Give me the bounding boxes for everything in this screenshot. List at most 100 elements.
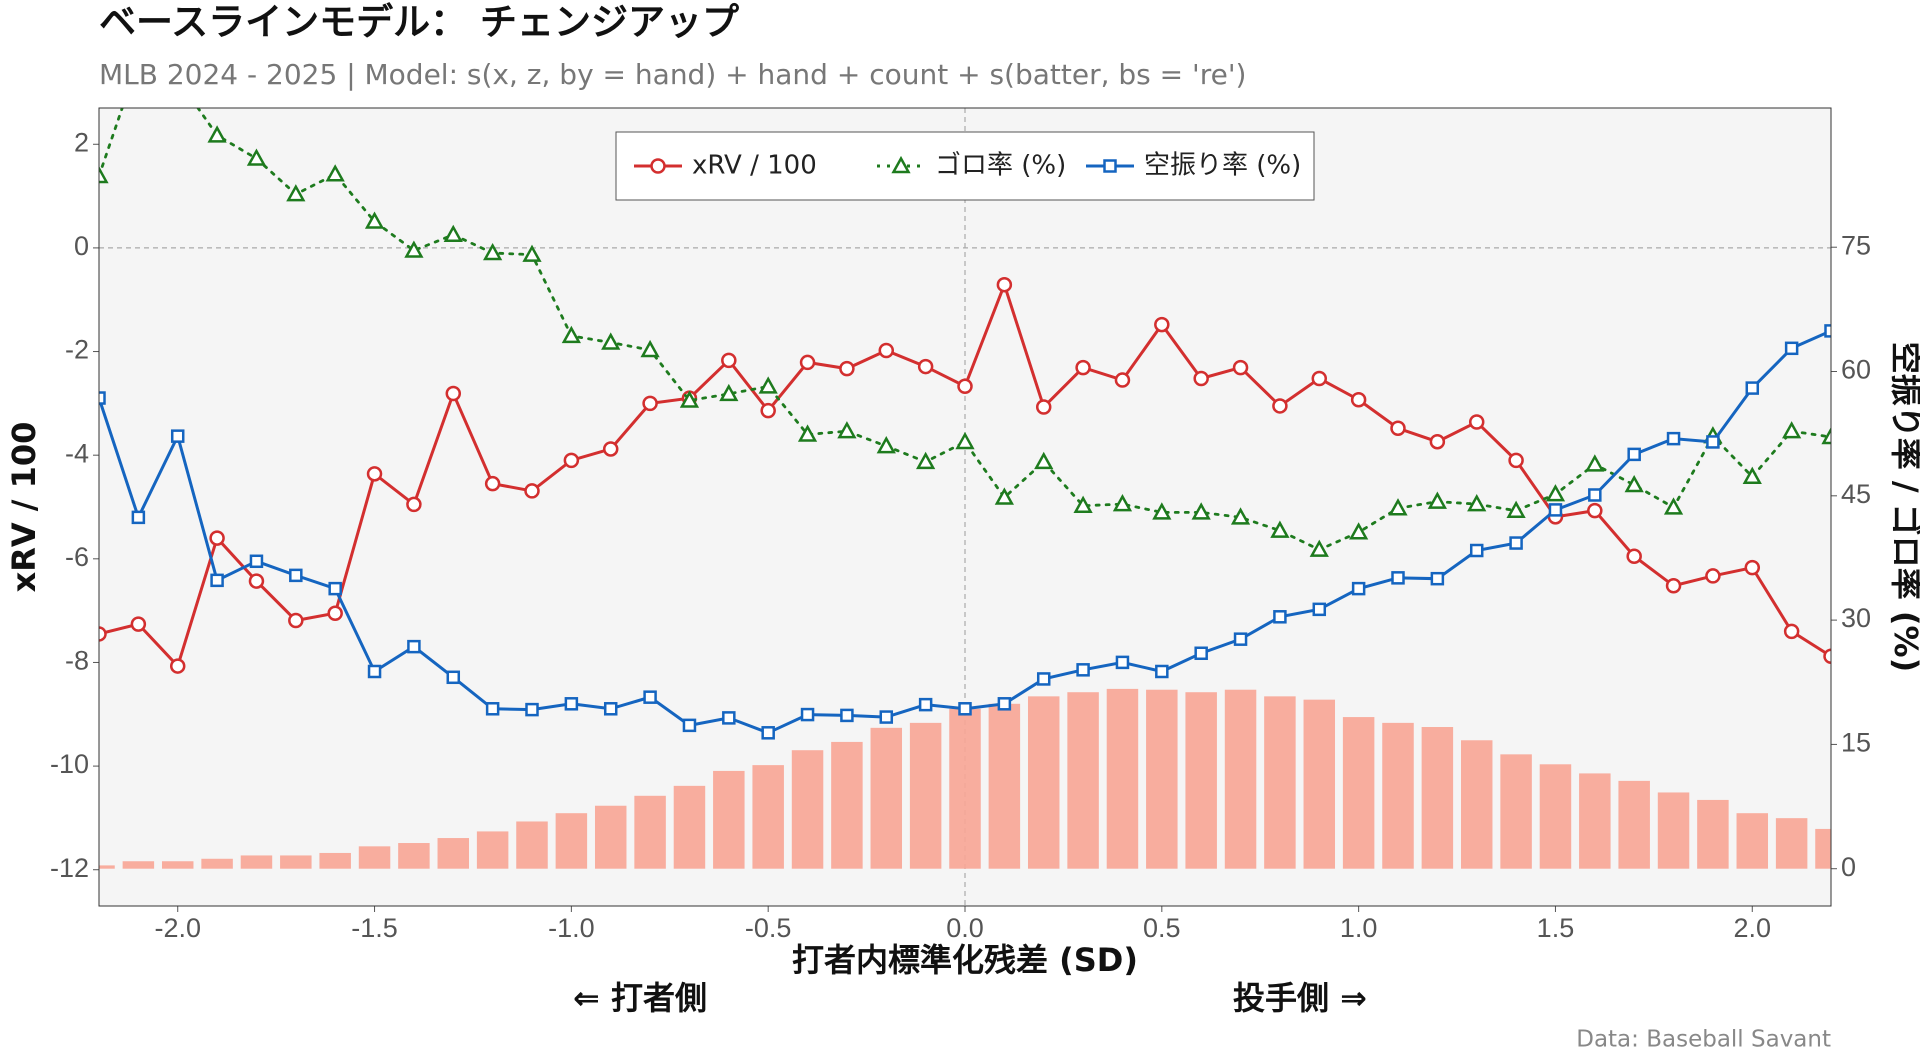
annotation: 投手側 ⇒: [1233, 979, 1367, 1017]
x-tick-label: 0.0: [946, 913, 984, 943]
point: [207, 125, 227, 143]
point: [1624, 474, 1644, 493]
point: [209, 530, 225, 546]
point: [994, 487, 1014, 505]
point: [997, 697, 1012, 711]
bar: [1500, 754, 1532, 869]
y2-tick-label: 60: [1841, 355, 1871, 385]
point: [603, 702, 618, 716]
point: [643, 690, 657, 704]
point: [1430, 571, 1445, 586]
point: [1427, 491, 1447, 509]
legend-label: 空振り率 (%): [1144, 151, 1301, 181]
y-tick-label: -6: [65, 542, 89, 572]
x-tick-label: 1.5: [1537, 913, 1575, 943]
point: [1391, 571, 1405, 585]
y-tick-label: -2: [65, 335, 89, 365]
bar: [1539, 764, 1572, 869]
point: [130, 616, 147, 632]
bar: [516, 821, 548, 869]
point: [1232, 359, 1249, 376]
bar: [1460, 740, 1493, 869]
bar: [1342, 717, 1375, 869]
point: [1506, 500, 1526, 518]
point: [131, 510, 146, 525]
bar: [161, 861, 194, 869]
x-axis-label: 打者内標準化残差 (SD): [792, 941, 1138, 979]
bar: [870, 727, 903, 869]
point: [1705, 568, 1721, 584]
point: [1823, 648, 1831, 664]
point: [1545, 484, 1566, 502]
point: [800, 707, 815, 722]
legend: xRV / 100 ゴロ率 (%) 空振り率 (%): [615, 131, 1315, 201]
bar: [1303, 699, 1336, 869]
point: [1272, 398, 1288, 414]
bar: [1579, 773, 1611, 869]
point: [722, 711, 736, 725]
point: [99, 165, 109, 184]
point: [484, 475, 501, 492]
x-tick-label: 0.5: [1143, 913, 1181, 943]
point: [1429, 433, 1446, 450]
point: [1742, 466, 1762, 485]
point: [996, 276, 1013, 293]
y-axis-label: xRV / 100: [5, 422, 43, 593]
bar: [1697, 799, 1729, 869]
bar: [240, 855, 273, 869]
point: [1388, 498, 1408, 516]
x-tick-label: 1.0: [1340, 913, 1378, 943]
point: [210, 573, 224, 588]
point: [1311, 370, 1328, 387]
point: [1076, 663, 1090, 677]
point: [1782, 421, 1802, 439]
bar: [122, 861, 155, 869]
point: [525, 702, 539, 717]
point: [958, 702, 972, 716]
plot-area: [99, 108, 1831, 906]
point: [1824, 324, 1831, 338]
bar: [752, 765, 784, 869]
bar: [280, 855, 312, 869]
point: [1587, 502, 1603, 519]
y2-tick-label: 75: [1841, 230, 1871, 260]
chart-title: ベースラインモデル： チェンジアップ: [99, 1, 739, 44]
point: [404, 240, 424, 258]
source-note: Data: Baseball Savant: [1576, 1027, 1831, 1053]
point: [524, 483, 540, 499]
point: [1309, 539, 1329, 557]
y-tick-label: 2: [74, 127, 89, 157]
point: [1744, 559, 1761, 576]
bar: [909, 722, 942, 869]
bar: [1067, 692, 1099, 869]
point: [522, 244, 542, 262]
x-tick-label: -2.0: [154, 913, 201, 943]
point: [1349, 522, 1369, 540]
plot-frame: [98, 107, 1832, 907]
point: [1115, 655, 1130, 670]
point: [1154, 316, 1170, 333]
point: [1706, 435, 1720, 449]
bar: [201, 858, 233, 869]
point: [1230, 507, 1251, 525]
bar: [476, 831, 509, 869]
point: [640, 339, 660, 358]
point: [1194, 646, 1208, 661]
bar: [437, 838, 470, 869]
point: [1467, 494, 1487, 512]
point: [289, 568, 303, 583]
point: [879, 710, 894, 724]
bar: [713, 770, 745, 869]
point: [682, 718, 697, 733]
point: [878, 342, 895, 359]
point: [286, 184, 306, 202]
point: [1312, 602, 1327, 617]
point: [1666, 431, 1681, 446]
point: [406, 496, 422, 513]
bar: [1224, 689, 1257, 869]
point: [916, 451, 936, 470]
point: [758, 376, 778, 394]
y2-tick-label: 45: [1841, 479, 1871, 509]
bar: [634, 795, 666, 869]
